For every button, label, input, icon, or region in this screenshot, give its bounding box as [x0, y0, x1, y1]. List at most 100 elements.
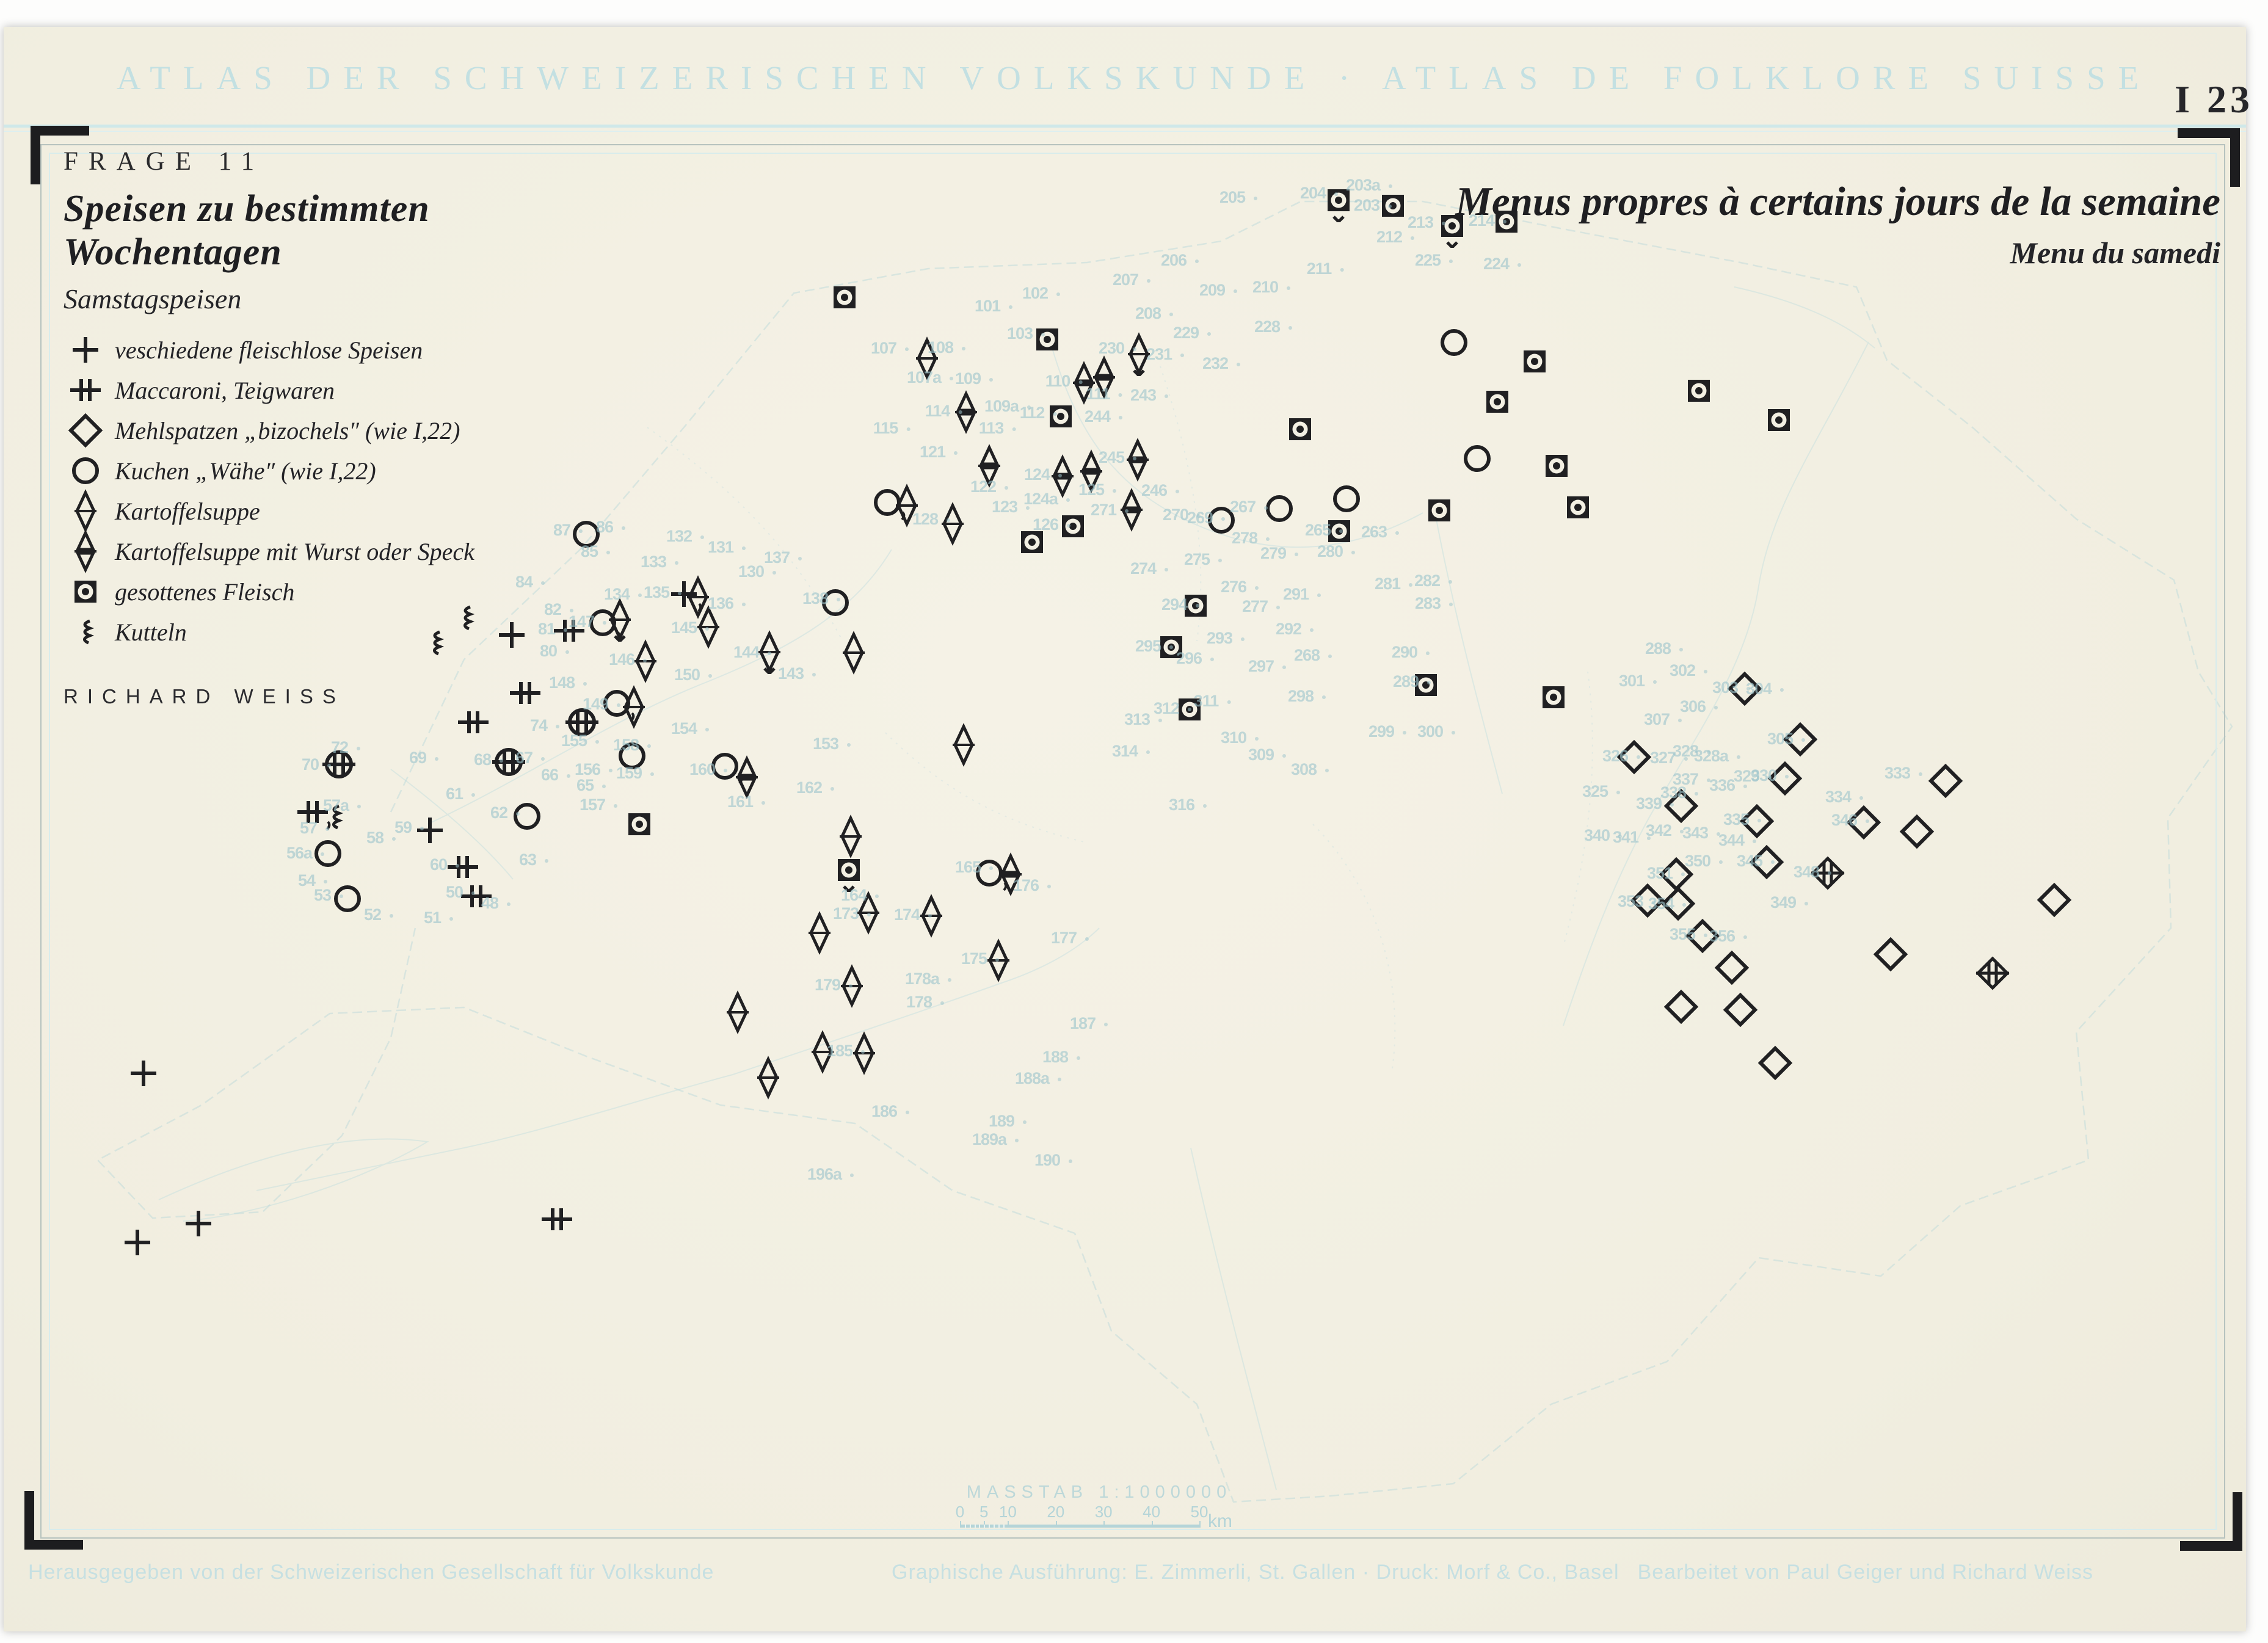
- map-symbol-diamond: [1718, 988, 1762, 1032]
- location-number: 109: [955, 369, 993, 388]
- location-number: 157: [580, 796, 617, 814]
- location-number: 107: [871, 339, 909, 358]
- location-number: 316: [1169, 796, 1207, 814]
- legend-item-circle: Kuchen „Wähe″ (wie I,22): [64, 451, 589, 491]
- map-symbol-meat: [1535, 444, 1579, 488]
- corner-bracket-bottom-right: [2180, 1541, 2242, 1551]
- location-number: 297: [1248, 657, 1286, 676]
- location-number: 351: [1647, 864, 1685, 883]
- map-symbol-meat: [1010, 520, 1054, 564]
- map-symbol-soup: [716, 990, 760, 1034]
- location-number: 340: [1584, 826, 1622, 845]
- map-symbol-meat: [1757, 398, 1801, 442]
- location-number: 187: [1070, 1014, 1108, 1033]
- location-number: 243: [1130, 386, 1168, 405]
- scale-hatch: [969, 1525, 971, 1528]
- map-symbol-meat: [1532, 675, 1576, 719]
- location-number: 311: [1194, 692, 1231, 711]
- location-number: 185: [827, 1042, 865, 1061]
- author-name: RICHARD WEISS: [64, 685, 345, 708]
- location-number: 350: [1685, 852, 1723, 871]
- location-number: 349: [1770, 893, 1808, 912]
- legend-item-label: gesottenes Fleisch: [115, 578, 295, 606]
- location-number: 112: [1020, 404, 1057, 423]
- location-number: 269: [1187, 509, 1225, 528]
- location-number: 303: [1712, 678, 1750, 697]
- location-number: 165: [955, 858, 993, 877]
- legend-item-soup: Kartoffelsuppe: [64, 489, 589, 533]
- corner-bracket-bottom-right-arm: [2233, 1492, 2242, 1551]
- location-number: 277: [1242, 597, 1280, 616]
- map-symbol-meat: [1677, 369, 1721, 413]
- location-number: 270: [1163, 506, 1201, 524]
- location-number: 326: [1602, 747, 1640, 766]
- location-number: 107a: [907, 368, 953, 387]
- location-number: 61: [446, 785, 475, 803]
- soup-symbol-icon: [64, 489, 115, 533]
- location-number: 60: [430, 855, 459, 874]
- location-number: 293: [1207, 629, 1245, 648]
- scale-hatch: [964, 1525, 966, 1528]
- map-symbol-plus: [122, 1051, 165, 1095]
- legend-block: FRAGE 11 Speisen zu bestimmten Wochentag…: [64, 147, 589, 708]
- legend-item-tripe: Kutteln: [64, 612, 589, 652]
- location-number: 50: [446, 883, 475, 902]
- scale-label: MASSTAB 1:1000000: [966, 1482, 1232, 1502]
- location-number: 101: [975, 297, 1012, 316]
- location-number: 59: [394, 818, 424, 837]
- scale-tick: [1151, 1521, 1153, 1528]
- location-number: 58: [366, 829, 396, 847]
- location-number: 69: [409, 749, 438, 767]
- location-number: 228: [1254, 317, 1292, 336]
- location-number: 144: [733, 643, 771, 662]
- location-number: 276: [1221, 578, 1259, 597]
- map-symbol-meat: [1513, 339, 1557, 383]
- legend-item-diamond: Mehlspatzen „bizochels″ (wie I,22): [64, 410, 589, 451]
- location-number: 147: [569, 612, 606, 631]
- location-number: 299: [1368, 722, 1406, 741]
- location-number: 164: [841, 886, 879, 905]
- legend-item-label: veschiedene fleischlose Speisen: [115, 336, 423, 364]
- location-number: 135: [644, 583, 681, 602]
- location-number: 265: [1305, 521, 1343, 540]
- location-number: 114: [925, 402, 962, 421]
- scale-hatch: [984, 1525, 986, 1528]
- map-symbol-diamond: [1710, 946, 1754, 990]
- location-number: 111: [1086, 385, 1122, 404]
- map-symbol-diamond-maccaroni: [1971, 951, 2015, 995]
- location-number: 354: [1648, 894, 1686, 913]
- location-number: 126: [1033, 515, 1070, 534]
- location-number: 102: [1022, 284, 1060, 303]
- location-number: 113: [979, 419, 1016, 438]
- plus-symbol-icon: [64, 328, 115, 372]
- location-number: 328a: [1694, 747, 1740, 766]
- location-number: 136: [708, 594, 746, 613]
- map-symbol-soup: [832, 631, 876, 675]
- scale-tick: [960, 1521, 961, 1528]
- location-number: 186: [871, 1102, 909, 1121]
- location-number: 310: [1221, 728, 1259, 747]
- scale-tick-label: 0: [955, 1503, 965, 1521]
- footer-printer: Graphische Ausführung: E. Zimmerli, St. …: [892, 1561, 1619, 1584]
- location-number: 108: [928, 338, 965, 357]
- location-number: 274: [1130, 559, 1168, 578]
- map-symbol-soup2: [989, 852, 1033, 896]
- scale-unit: km: [1208, 1511, 1232, 1531]
- location-number: 294: [1161, 595, 1199, 614]
- location-number: 298: [1288, 687, 1326, 706]
- location-number: 224: [1483, 255, 1521, 274]
- location-number: 301: [1619, 672, 1657, 691]
- legend-item-label: Kartoffelsuppe mit Wurst oder Speck: [115, 537, 474, 565]
- map-symbol-plus: [490, 613, 534, 657]
- legend-item-label: Kutteln: [115, 618, 187, 646]
- location-number: 245: [1099, 448, 1136, 467]
- location-number: 289: [1393, 672, 1431, 691]
- location-number: 204: [1300, 184, 1338, 203]
- location-number: 62: [490, 803, 520, 822]
- location-number: 189: [989, 1112, 1027, 1131]
- map-symbol-diamond: [1895, 810, 1939, 854]
- location-number: 177: [1051, 929, 1089, 948]
- location-number: 339: [1636, 794, 1674, 813]
- location-number: 208: [1135, 304, 1173, 323]
